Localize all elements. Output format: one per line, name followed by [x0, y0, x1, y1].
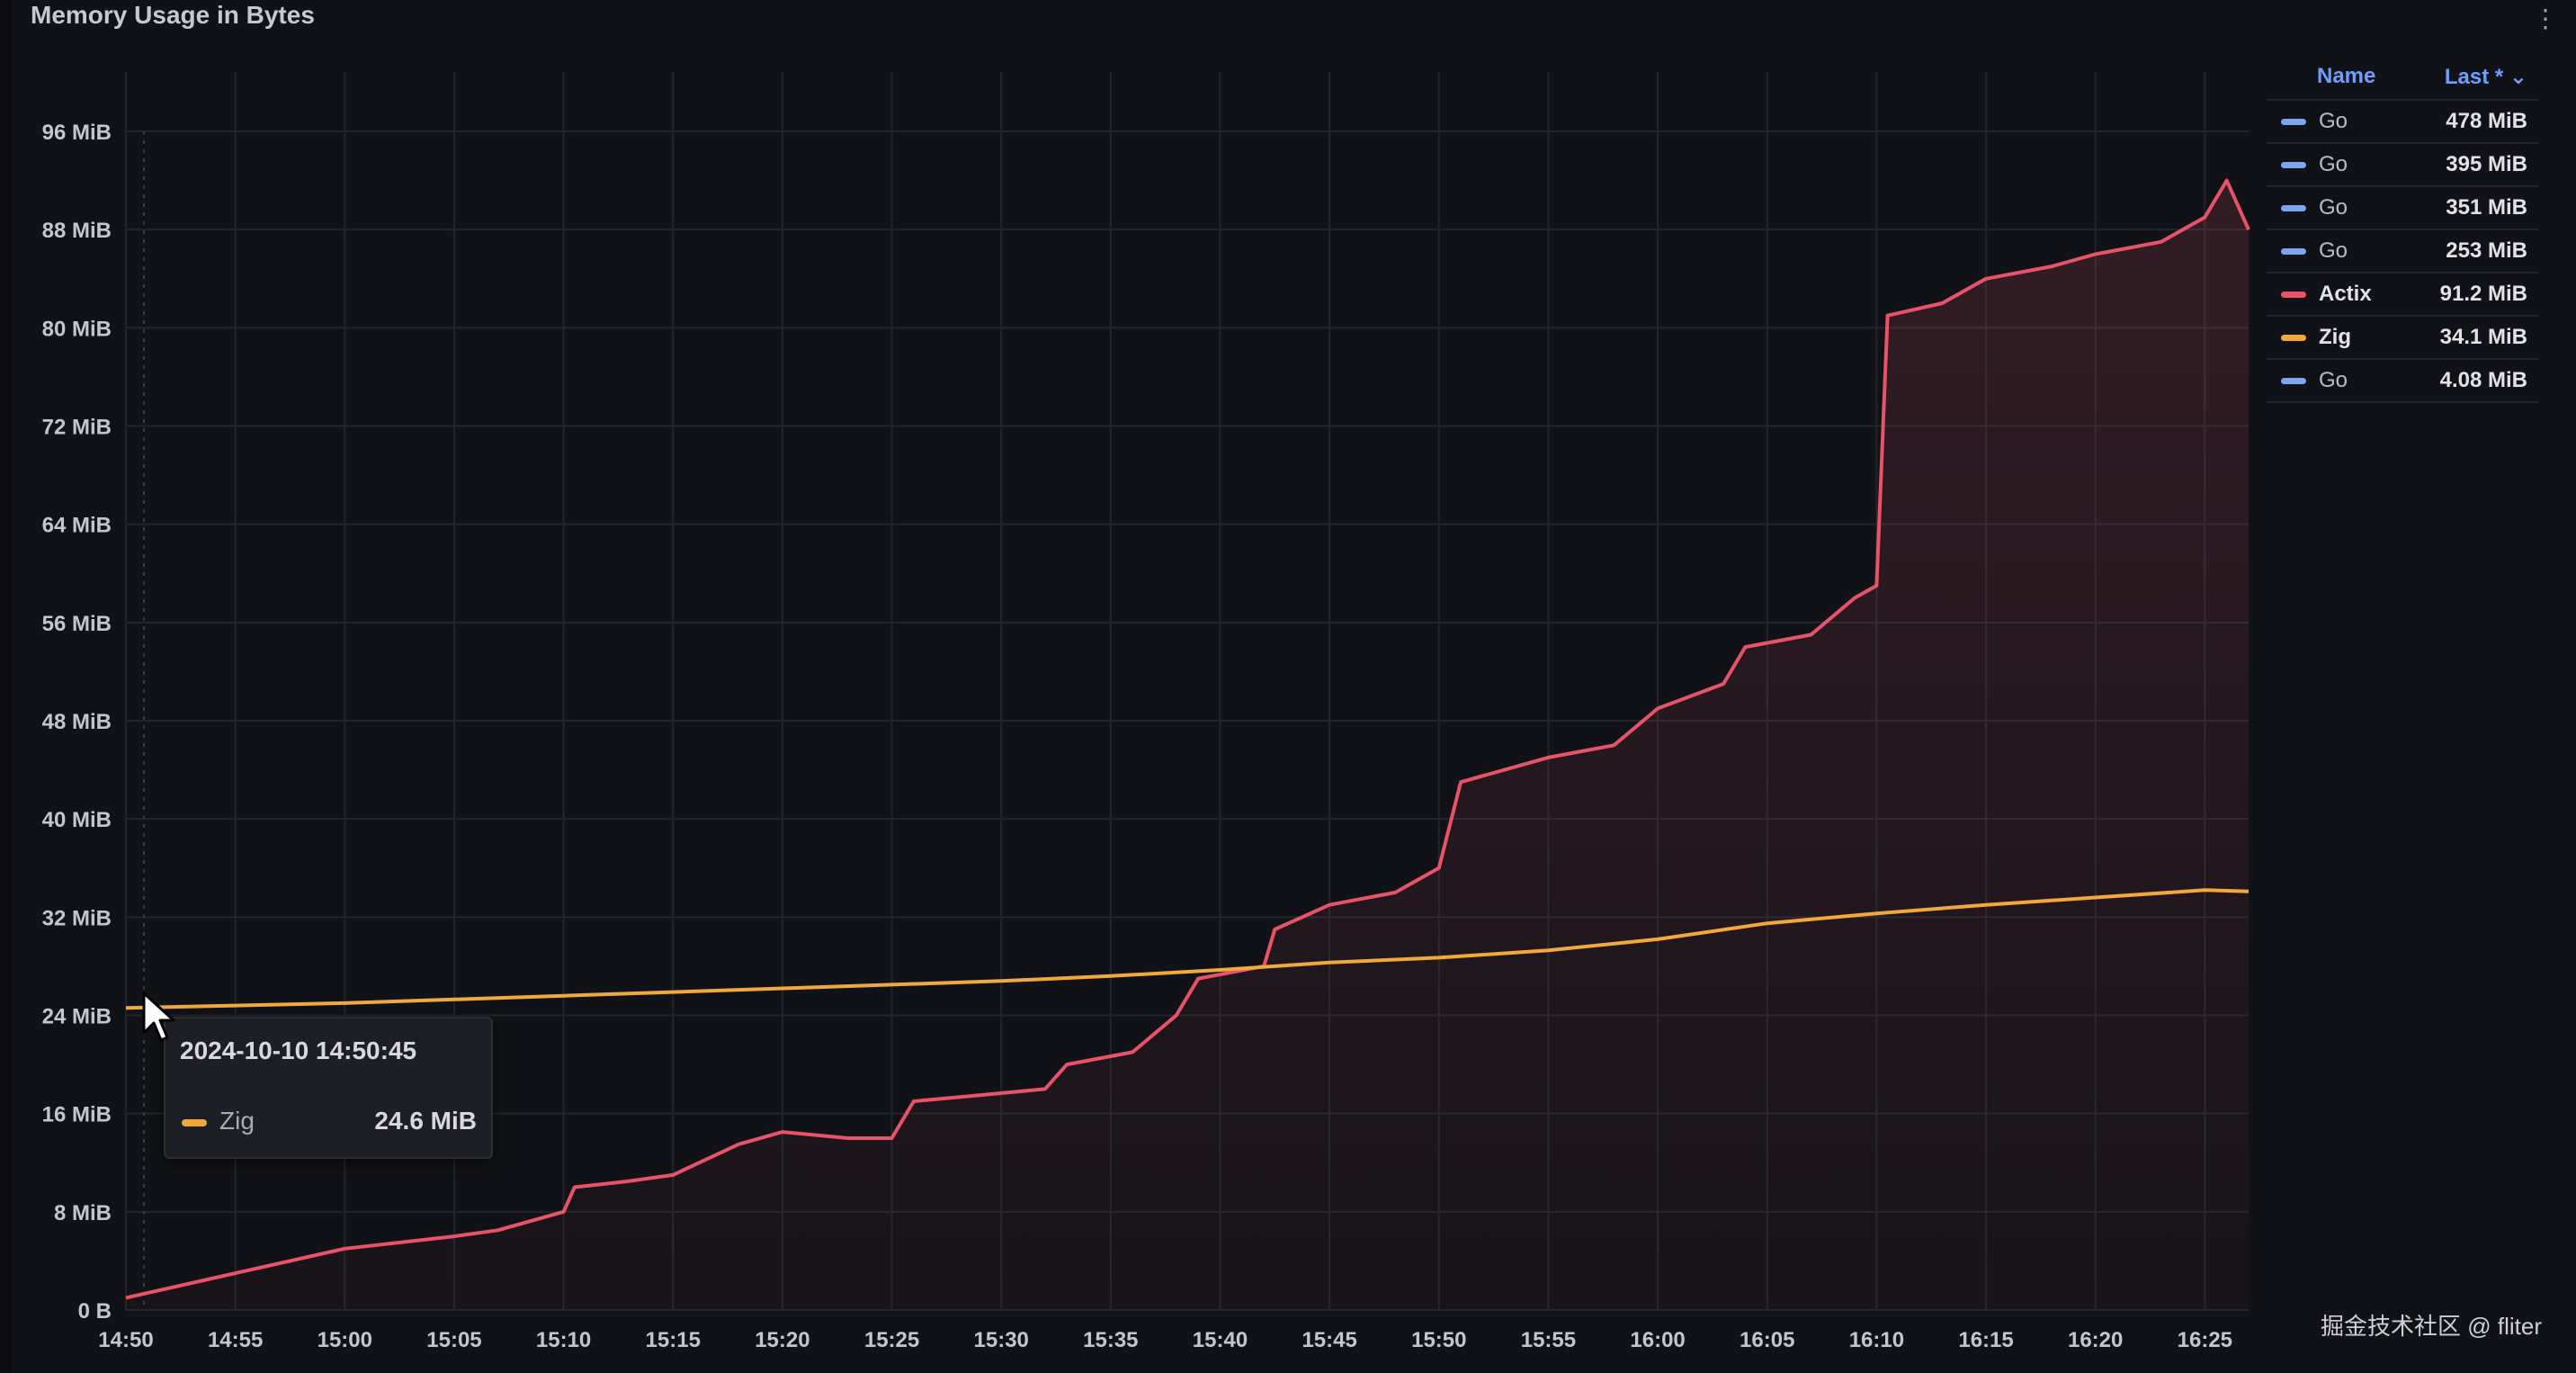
x-tick-label: 14:55	[208, 1328, 263, 1352]
x-tick-label: 15:40	[1193, 1328, 1248, 1352]
x-tick-label: 16:20	[2068, 1328, 2123, 1352]
legend-swatch	[2281, 205, 2306, 211]
x-tick-label: 15:35	[1083, 1328, 1138, 1352]
legend-item-value: 395 MiB	[2436, 152, 2538, 177]
legend-item-name: Go	[2319, 152, 2436, 177]
x-tick-label: 16:15	[1958, 1328, 2013, 1352]
x-tick-label: 15:50	[1411, 1328, 1466, 1352]
y-tick-label: 0 B	[78, 1299, 112, 1324]
legend-item-value: 253 MiB	[2436, 238, 2538, 264]
legend-swatch	[2281, 335, 2306, 341]
legend-item[interactable]: Go 351 MiB	[2267, 187, 2538, 230]
x-tick-label: 16:00	[1630, 1328, 1685, 1352]
legend-item[interactable]: Go 395 MiB	[2267, 144, 2538, 187]
x-axis-ticks: 14:50 14:55 15:00 15:05 15:10 15:15 15:20 15:25…	[98, 1328, 2232, 1352]
legend-swatch	[2281, 162, 2306, 168]
y-tick-label: 72 MiB	[42, 416, 112, 440]
tooltip-series-name: Zig	[219, 1107, 255, 1135]
legend-item-name: Go	[2319, 238, 2436, 264]
x-tick-label: 15:45	[1301, 1328, 1356, 1352]
tooltip-series-value: 24.6 MiB	[374, 1107, 477, 1135]
y-tick-label: 16 MiB	[42, 1103, 112, 1127]
y-axis-ticks: 0 B 8 MiB 16 MiB 24 MiB 32 MiB 40 MiB 48 MiB 56…	[42, 121, 112, 1324]
x-tick-label: 15:55	[1521, 1328, 1576, 1352]
y-tick-label: 64 MiB	[42, 514, 112, 538]
y-tick-label: 96 MiB	[42, 121, 112, 145]
legend-item-name: Go	[2319, 109, 2436, 134]
legend-swatch	[2281, 248, 2306, 255]
legend-item-value: 91.2 MiB	[2436, 282, 2538, 307]
tooltip-series-swatch	[182, 1119, 207, 1126]
legend-header: Name Last * ⌄	[2267, 54, 2538, 101]
legend-swatch	[2281, 378, 2306, 384]
x-tick-label: 15:00	[318, 1328, 372, 1352]
x-tick-label: 16:25	[2178, 1328, 2232, 1352]
legend-item[interactable]: Go 253 MiB	[2267, 230, 2538, 274]
x-tick-label: 15:10	[536, 1328, 591, 1352]
y-tick-label: 48 MiB	[42, 710, 112, 734]
legend-rows: Go 478 MiB Go 395 MiB Go 351 MiB Go 253 MiB Acti…	[2267, 101, 2538, 403]
chart-legend: Name Last * ⌄ Go 478 MiB Go 395 MiB Go 351 Mi…	[2267, 54, 2538, 403]
mouse-pointer-icon	[142, 992, 178, 1045]
legend-item-name: Go	[2319, 368, 2436, 393]
y-tick-label: 24 MiB	[42, 1005, 112, 1029]
x-tick-label: 16:10	[1849, 1328, 1904, 1352]
legend-item[interactable]: Zig 34.1 MiB	[2267, 317, 2538, 360]
legend-item-name: Go	[2319, 195, 2436, 220]
legend-swatch	[2281, 119, 2306, 125]
legend-item-name: Zig	[2319, 325, 2436, 350]
x-tick-label: 15:25	[864, 1328, 919, 1352]
legend-item[interactable]: Go 478 MiB	[2267, 101, 2538, 144]
legend-item-value: 351 MiB	[2436, 195, 2538, 220]
x-tick-label: 15:30	[974, 1328, 1029, 1352]
legend-sort-name[interactable]: Name	[2267, 64, 2407, 89]
legend-item-value: 34.1 MiB	[2436, 325, 2538, 350]
x-tick-label: 15:20	[755, 1328, 809, 1352]
x-tick-label: 15:05	[426, 1328, 481, 1352]
y-tick-label: 32 MiB	[42, 906, 112, 930]
y-tick-label: 40 MiB	[42, 808, 112, 832]
legend-sort-last[interactable]: Last * ⌄	[2407, 64, 2538, 90]
watermark: 掘金技术社区 @ fliter	[2321, 1308, 2542, 1342]
x-tick-label: 14:50	[98, 1328, 153, 1352]
legend-item-name: Actix	[2319, 282, 2436, 307]
y-tick-label: 56 MiB	[42, 612, 112, 636]
legend-item-value: 4.08 MiB	[2436, 368, 2538, 393]
y-tick-label: 88 MiB	[42, 219, 112, 243]
hover-tooltip: 2024-10-10 14:50:45 Zig 24.6 MiB	[164, 1017, 493, 1159]
legend-item-value: 478 MiB	[2436, 109, 2538, 134]
legend-swatch	[2281, 292, 2306, 298]
tooltip-time: 2024-10-10 14:50:45	[180, 1036, 416, 1065]
y-tick-label: 80 MiB	[42, 317, 112, 341]
x-tick-label: 15:15	[646, 1328, 701, 1352]
x-tick-label: 16:05	[1740, 1328, 1794, 1352]
legend-item[interactable]: Go 4.08 MiB	[2267, 360, 2538, 403]
y-tick-label: 8 MiB	[54, 1201, 112, 1225]
legend-item[interactable]: Actix 91.2 MiB	[2267, 274, 2538, 317]
